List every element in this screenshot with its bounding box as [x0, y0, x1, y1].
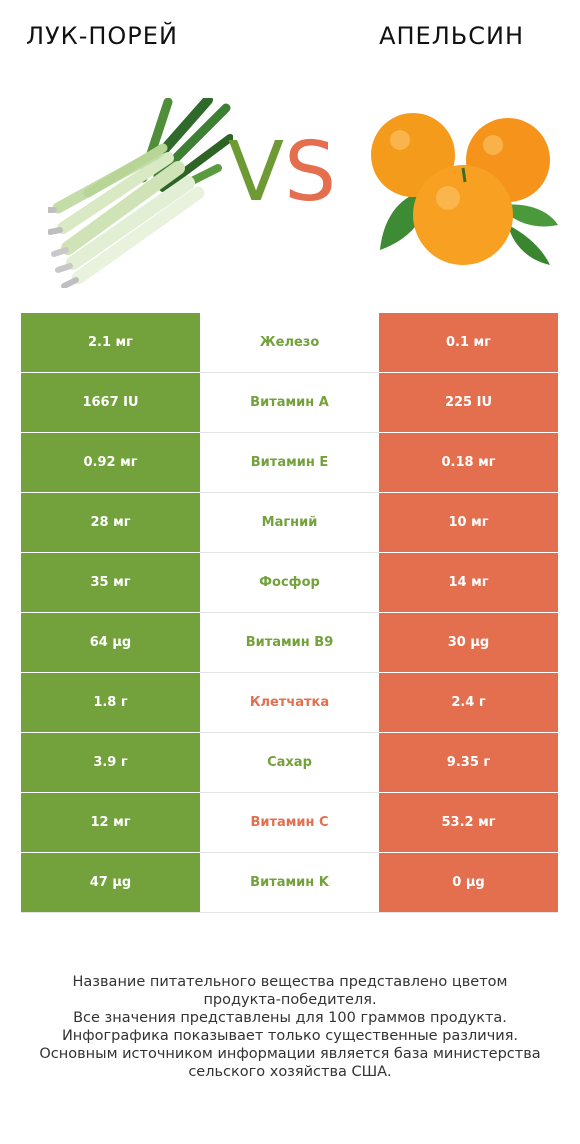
footer-line: Инфографика показывает только существенн… [61, 1028, 519, 1044]
left-value: 0.92 мг [21, 433, 200, 493]
right-value: 225 IU [379, 373, 558, 433]
footer-notes: Название питательного вещества представл… [20, 973, 560, 1081]
nutrient-label: Витамин A [200, 373, 379, 433]
table-row: 64 µg Витамин B9 30 µg [21, 613, 558, 673]
left-value: 64 µg [21, 613, 200, 673]
right-value: 0 µg [379, 853, 558, 913]
nutrient-label: Клетчатка [200, 673, 379, 733]
nutrient-label: Витамин E [200, 433, 379, 493]
right-value: 14 мг [379, 553, 558, 613]
nutrient-label: Магний [200, 493, 379, 553]
right-value: 0.18 мг [379, 433, 558, 493]
orange-image [371, 113, 558, 265]
vs-label: VS [228, 132, 336, 214]
nutrient-label: Сахар [200, 733, 379, 793]
nutrient-label: Железо [200, 313, 379, 373]
right-value: 9.35 г [379, 733, 558, 793]
table-row: 0.92 мг Витамин E 0.18 мг [21, 433, 558, 493]
vs-v-letter: V [228, 125, 285, 220]
left-value: 47 µg [21, 853, 200, 913]
leek-image [48, 98, 233, 288]
vs-s-letter: S [284, 125, 337, 220]
nutrient-label: Фосфор [200, 553, 379, 613]
footer-line: Основным источником информации является … [39, 1046, 541, 1062]
left-value: 28 мг [21, 493, 200, 553]
table-row: 3.9 г Сахар 9.35 г [21, 733, 558, 793]
nutrient-label: Витамин K [200, 853, 379, 913]
table-row: 2.1 мг Железо 0.1 мг [21, 313, 558, 373]
left-value: 3.9 г [21, 733, 200, 793]
table-row: 35 мг Фосфор 14 мг [21, 553, 558, 613]
table-row: 1.8 г Клетчатка 2.4 г [21, 673, 558, 733]
left-value: 12 мг [21, 793, 200, 853]
left-product-title: ЛУК-ПОРЕЙ [26, 22, 178, 50]
table-row: 28 мг Магний 10 мг [21, 493, 558, 553]
left-value: 1667 IU [21, 373, 200, 433]
footer-line: сельского хозяйства США. [188, 1064, 392, 1080]
right-value: 10 мг [379, 493, 558, 553]
right-value: 30 µg [379, 613, 558, 673]
table-row: 12 мг Витамин C 53.2 мг [21, 793, 558, 853]
table-row: 1667 IU Витамин A 225 IU [21, 373, 558, 433]
right-value: 2.4 г [379, 673, 558, 733]
right-value: 0.1 мг [379, 313, 558, 373]
left-value: 1.8 г [21, 673, 200, 733]
nutrient-label: Витамин B9 [200, 613, 379, 673]
footer-line: Название питательного вещества представл… [72, 974, 508, 990]
nutrient-label: Витамин C [200, 793, 379, 853]
right-product-title: АПЕЛЬСИН [379, 22, 524, 50]
left-value: 35 мг [21, 553, 200, 613]
footer-line: продукта-победителя. [203, 992, 377, 1008]
left-value: 2.1 мг [21, 313, 200, 373]
footer-line: Все значения представлены для 100 граммо… [73, 1010, 507, 1026]
right-value: 53.2 мг [379, 793, 558, 853]
comparison-table: 2.1 мг Железо 0.1 мг 1667 IU Витамин A 225 IU… [21, 313, 558, 913]
